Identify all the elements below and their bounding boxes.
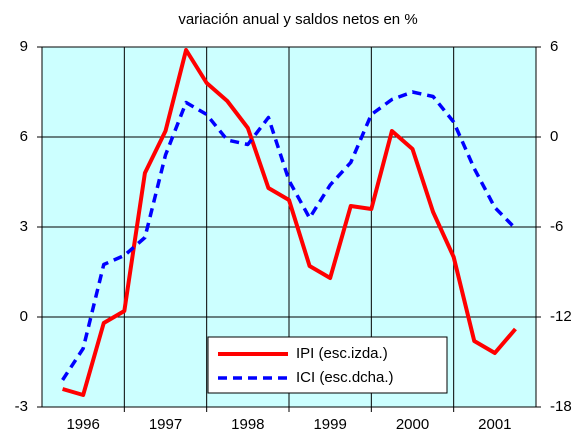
x-tick-label: 1997 [149, 416, 182, 433]
x-tick-label: 1999 [313, 416, 346, 433]
y-tick-label: 3 [20, 218, 28, 235]
series-line [62, 48, 517, 397]
y-tick-label: 0 [20, 308, 28, 325]
y-tick-label: 6 [20, 128, 28, 145]
series-line [61, 90, 517, 381]
y2-tick-label: -6 [550, 218, 563, 235]
y2-tick-label: -12 [550, 308, 572, 325]
legend-label: IPI (esc.izda.) [296, 345, 388, 362]
y2-tick-label: 6 [550, 38, 558, 55]
x-tick-label: 2000 [396, 416, 429, 433]
y2-tick-label: -18 [550, 398, 572, 415]
x-tick-label: 2001 [478, 416, 511, 433]
y-tick-label: 9 [20, 38, 28, 55]
legend-box [207, 336, 448, 394]
x-tick-label: 1996 [66, 416, 99, 433]
x-tick-label: 1998 [231, 416, 264, 433]
y-tick-label: -3 [15, 398, 28, 415]
y2-tick-label: 0 [550, 128, 558, 145]
legend-label: ICI (esc.dcha.) [296, 369, 394, 386]
chart-title: variación anual y saldos netos en % [178, 11, 417, 28]
